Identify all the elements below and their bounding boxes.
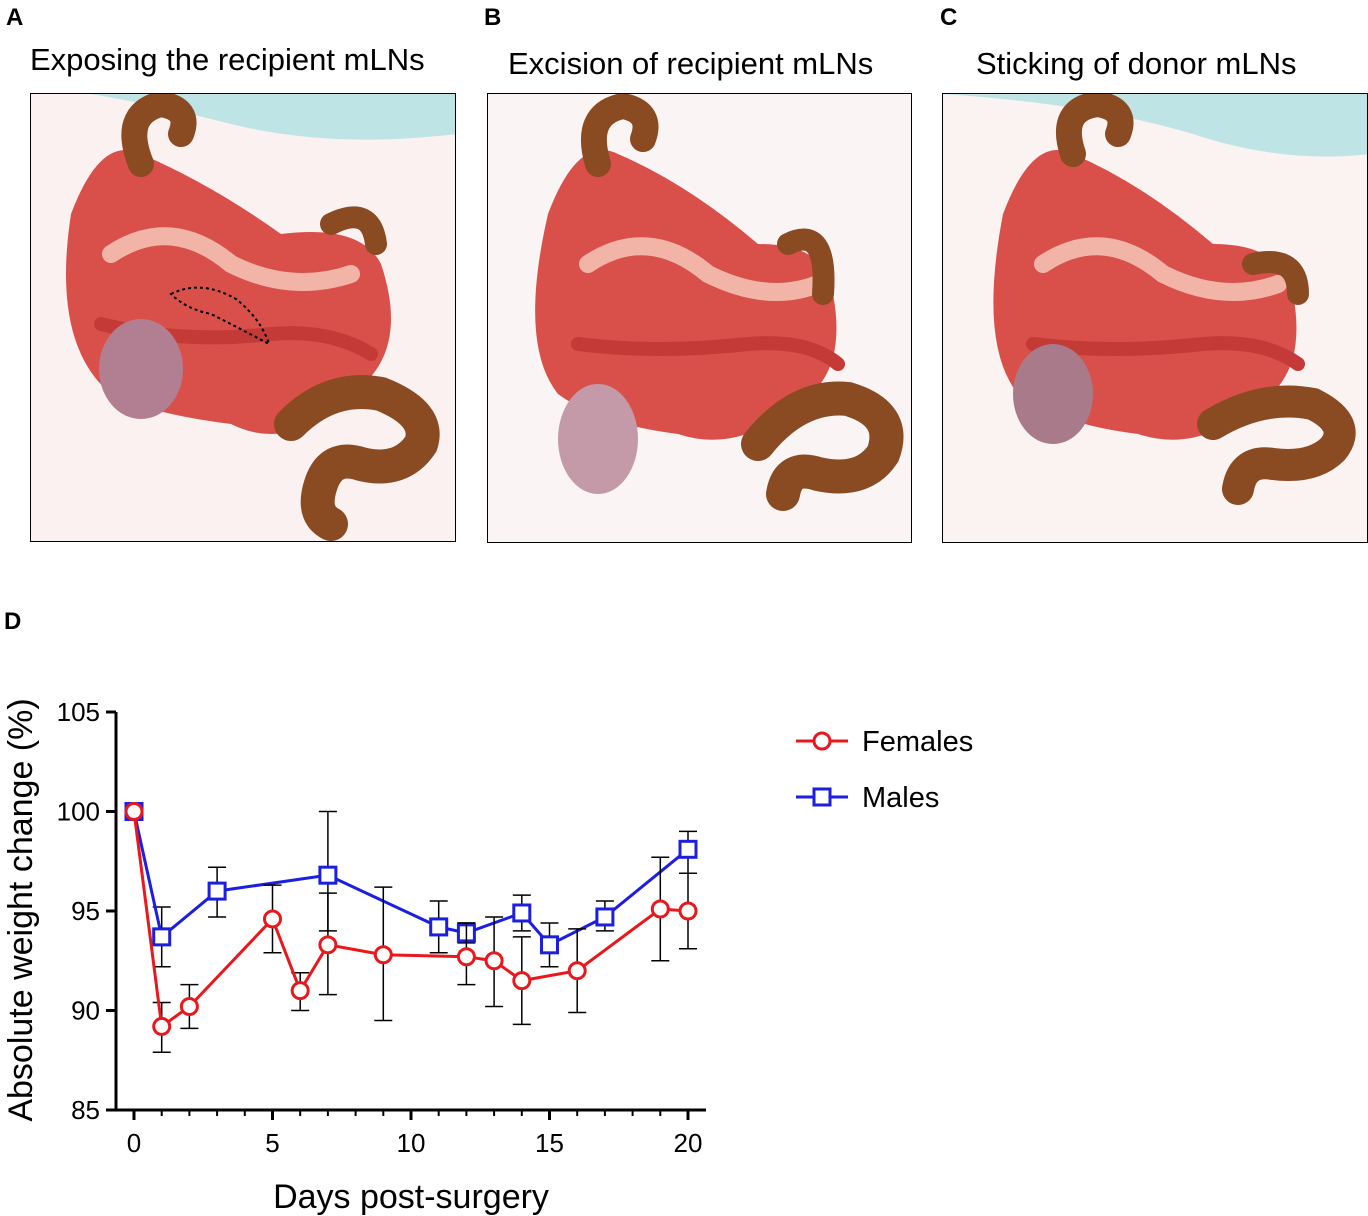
data-point-males bbox=[540, 935, 559, 955]
series-males bbox=[124, 802, 698, 968]
y-tick-label: 90 bbox=[71, 996, 100, 1026]
data-point-females bbox=[373, 945, 393, 965]
x-axis-label: Days post-surgery bbox=[273, 1178, 549, 1216]
chart-axes: 85 90 95 100 105 0 5 10 15 20 bbox=[57, 697, 706, 1158]
x-tick-label: 20 bbox=[674, 1128, 703, 1158]
data-point-females bbox=[263, 909, 282, 929]
data-point-females bbox=[678, 901, 698, 921]
data-point-females bbox=[124, 802, 144, 821]
data-point-females bbox=[152, 1016, 172, 1036]
panel-letter-d: D bbox=[4, 608, 22, 635]
data-point-females bbox=[290, 981, 310, 1001]
panel-title-c: Sticking of donor mLNs bbox=[976, 46, 1297, 81]
weight-change-chart: 85 90 95 100 105 0 5 10 15 20 Females Males Days p… bbox=[2, 697, 973, 1216]
y-axis-label: Absolute weight change (%) bbox=[2, 698, 40, 1121]
surgery-photo-sticking bbox=[942, 93, 1368, 543]
x-tick-label: 5 bbox=[265, 1128, 279, 1158]
y-tick-label: 105 bbox=[57, 697, 100, 727]
series-females bbox=[124, 802, 698, 1054]
data-point-females bbox=[484, 951, 504, 971]
data-point-males bbox=[207, 881, 227, 901]
chart-series bbox=[124, 802, 698, 1054]
data-point-females bbox=[179, 997, 199, 1017]
y-tick-label: 95 bbox=[71, 896, 100, 926]
legend-marker-females bbox=[812, 731, 832, 751]
legend-marker-males bbox=[812, 787, 832, 807]
data-point-females bbox=[650, 899, 670, 919]
x-tick-label: 15 bbox=[535, 1128, 564, 1158]
data-point-females bbox=[512, 971, 532, 991]
legend-label-females: Females bbox=[862, 726, 973, 758]
y-tick-label: 100 bbox=[57, 797, 100, 827]
surgery-photo-excision bbox=[487, 93, 912, 543]
panel-title-b: Excision of recipient mLNs bbox=[508, 46, 874, 81]
panel-letter-b: B bbox=[484, 4, 502, 31]
data-point-males bbox=[595, 907, 615, 927]
panel-letter-a: A bbox=[6, 4, 24, 31]
data-point-males bbox=[678, 839, 698, 859]
x-tick-label: 10 bbox=[397, 1128, 426, 1158]
data-point-females bbox=[318, 935, 338, 955]
data-point-males bbox=[152, 927, 172, 947]
data-point-males bbox=[512, 903, 532, 923]
data-point-females bbox=[456, 947, 476, 967]
y-tick-label: 85 bbox=[71, 1095, 100, 1125]
x-tick-label: 0 bbox=[127, 1128, 141, 1158]
chart-legend: Females Males bbox=[796, 726, 973, 814]
surgery-photo-exposing bbox=[30, 93, 456, 542]
data-point-females bbox=[567, 961, 587, 981]
panel-letter-c: C bbox=[940, 4, 958, 31]
data-point-males bbox=[429, 917, 449, 937]
panel-title-a: Exposing the recipient mLNs bbox=[30, 42, 425, 77]
legend-label-males: Males bbox=[862, 782, 939, 814]
data-point-males bbox=[318, 865, 338, 885]
